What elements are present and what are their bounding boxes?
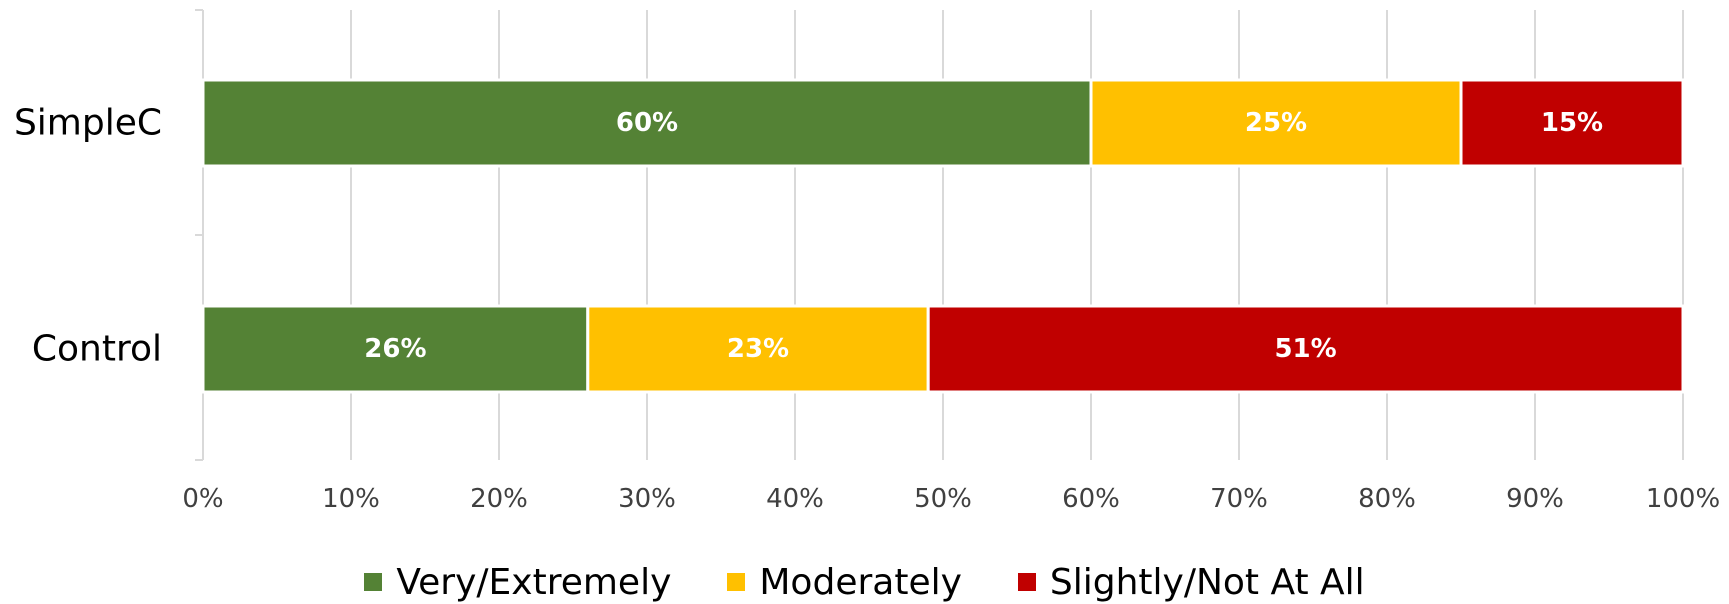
x-tick-labels: 0% 10% 20% 30% 40% 50% 60% 70% 80% 90% 100% <box>182 484 1720 514</box>
category-label-control: Control <box>32 329 162 370</box>
legend: Very/Extremely Moderately Slightly/Not At … <box>0 560 1729 604</box>
legend-label: Very/Extremely <box>396 561 672 603</box>
legend-item-moderately: Moderately <box>727 562 962 603</box>
x-tick-label: 50% <box>914 484 972 514</box>
x-tick-label: 0% <box>182 484 223 514</box>
legend-item-very-extremely: Very/Extremely <box>364 562 671 603</box>
x-tick-label: 80% <box>1358 484 1416 514</box>
data-label-simplec-very-extremely: 60% <box>616 108 678 138</box>
data-label-control-moderately: 23% <box>727 334 789 364</box>
data-label-simplec-slightly-not-at-all: 15% <box>1541 108 1603 138</box>
legend-swatch <box>364 573 383 591</box>
data-label-simplec-moderately: 25% <box>1245 108 1307 138</box>
legend-label: Slightly/Not At All <box>1049 561 1365 603</box>
x-tick-label: 40% <box>766 484 824 514</box>
x-tick-label: 30% <box>618 484 676 514</box>
x-tick-label: 10% <box>322 484 380 514</box>
data-labels: 60% 25% 15% 26% 23% 51% <box>364 108 1603 364</box>
data-label-control-very-extremely: 26% <box>364 334 426 364</box>
legend-label: Moderately <box>759 561 962 603</box>
legend-swatch <box>727 573 746 591</box>
bars <box>201 78 1685 394</box>
x-tick-label: 100% <box>1646 484 1720 514</box>
x-tick-label: 70% <box>1210 484 1268 514</box>
x-tick-label: 90% <box>1506 484 1564 514</box>
x-tick-label: 20% <box>470 484 528 514</box>
legend-item-slightly-not-at-all: Slightly/Not At All <box>1017 561 1365 603</box>
category-label-simplec: SimpleC <box>14 103 162 144</box>
legend-swatch <box>1017 573 1036 591</box>
bar-control-slightly-not-at-all <box>926 304 1685 394</box>
x-tick-label: 60% <box>1062 484 1120 514</box>
category-labels: SimpleC Control <box>14 103 162 370</box>
bar-simplec-slightly-not-at-all <box>1459 78 1685 168</box>
data-label-control-slightly-not-at-all: 51% <box>1274 334 1336 364</box>
